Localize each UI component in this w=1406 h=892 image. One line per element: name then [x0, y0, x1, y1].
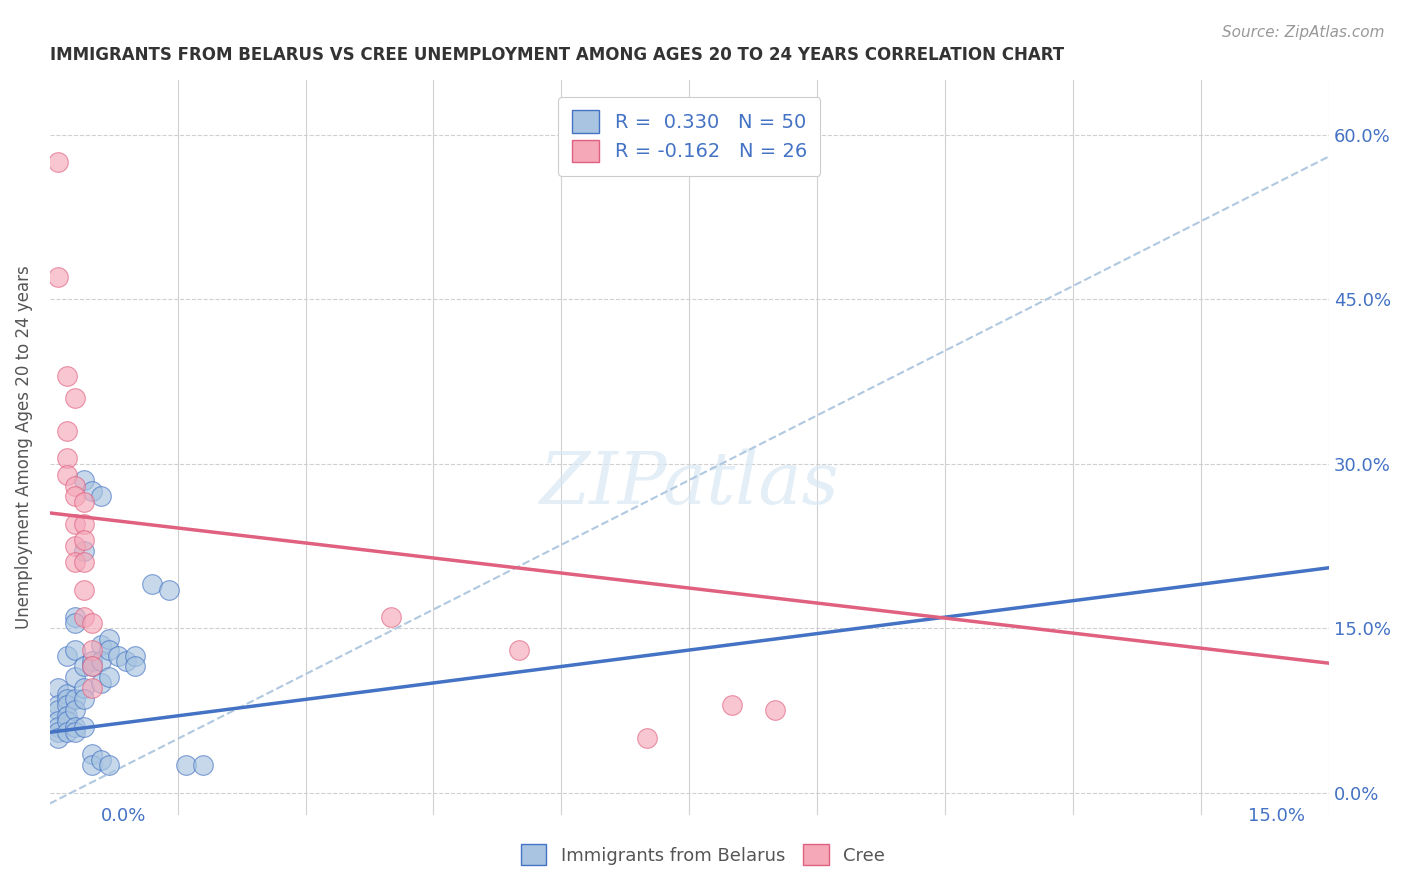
Text: 15.0%: 15.0%: [1247, 807, 1305, 825]
Point: [193, 758, 215, 772]
Point: [65, 692, 87, 706]
Point: [55, 692, 77, 706]
Point: [65, 490, 87, 504]
Point: [90, 638, 112, 652]
Legend: R =  0.330   N = 50, R = -0.162   N = 26: R = 0.330 N = 50, R = -0.162 N = 26: [558, 96, 821, 176]
Point: [55, 687, 77, 701]
Point: [46, 270, 69, 285]
Point: [55, 368, 77, 383]
Point: [65, 703, 87, 717]
Point: [65, 478, 87, 492]
Point: [124, 648, 146, 663]
Point: [157, 582, 180, 597]
Point: [73, 720, 96, 734]
Text: IMMIGRANTS FROM BELARUS VS CREE UNEMPLOYMENT AMONG AGES 20 TO 24 YEARS CORRELATI: IMMIGRANTS FROM BELARUS VS CREE UNEMPLOY…: [49, 46, 1064, 64]
Legend: Immigrants from Belarus, Cree: Immigrants from Belarus, Cree: [515, 837, 891, 872]
Point: [380, 610, 402, 624]
Point: [55, 709, 77, 723]
Point: [508, 643, 530, 657]
Point: [65, 391, 87, 405]
Point: [65, 670, 87, 684]
Point: [73, 516, 96, 531]
Point: [82, 654, 104, 668]
Point: [141, 577, 163, 591]
Point: [73, 692, 96, 706]
Point: [763, 703, 786, 717]
Point: [65, 539, 87, 553]
Point: [90, 753, 112, 767]
Point: [65, 555, 87, 569]
Point: [55, 698, 77, 712]
Point: [82, 643, 104, 657]
Point: [55, 467, 77, 482]
Point: [46, 720, 69, 734]
Point: [73, 473, 96, 487]
Point: [82, 681, 104, 696]
Point: [636, 731, 658, 745]
Point: [82, 747, 104, 762]
Point: [90, 654, 112, 668]
Point: [98, 758, 121, 772]
Point: [65, 725, 87, 739]
Point: [98, 632, 121, 646]
Point: [46, 698, 69, 712]
Point: [46, 681, 69, 696]
Text: 0.0%: 0.0%: [101, 807, 146, 825]
Point: [73, 659, 96, 673]
Point: [124, 659, 146, 673]
Point: [73, 681, 96, 696]
Point: [65, 615, 87, 630]
Point: [73, 610, 96, 624]
Point: [73, 555, 96, 569]
Point: [55, 424, 77, 438]
Y-axis label: Unemployment Among Ages 20 to 24 years: Unemployment Among Ages 20 to 24 years: [15, 265, 32, 629]
Point: [82, 615, 104, 630]
Point: [73, 495, 96, 509]
Point: [46, 714, 69, 729]
Point: [46, 731, 69, 745]
Point: [721, 698, 744, 712]
Point: [46, 155, 69, 169]
Point: [55, 725, 77, 739]
Point: [107, 648, 129, 663]
Point: [65, 610, 87, 624]
Point: [90, 676, 112, 690]
Point: [73, 582, 96, 597]
Text: Source: ZipAtlas.com: Source: ZipAtlas.com: [1222, 25, 1385, 40]
Point: [82, 659, 104, 673]
Point: [55, 714, 77, 729]
Point: [46, 703, 69, 717]
Point: [174, 758, 197, 772]
Point: [82, 758, 104, 772]
Point: [65, 643, 87, 657]
Point: [73, 544, 96, 558]
Point: [98, 643, 121, 657]
Text: ZIPatlas: ZIPatlas: [540, 449, 839, 519]
Point: [46, 725, 69, 739]
Point: [90, 490, 112, 504]
Point: [73, 533, 96, 548]
Point: [98, 670, 121, 684]
Point: [55, 451, 77, 466]
Point: [65, 720, 87, 734]
Point: [82, 483, 104, 498]
Point: [65, 516, 87, 531]
Point: [55, 648, 77, 663]
Point: [115, 654, 138, 668]
Point: [82, 659, 104, 673]
